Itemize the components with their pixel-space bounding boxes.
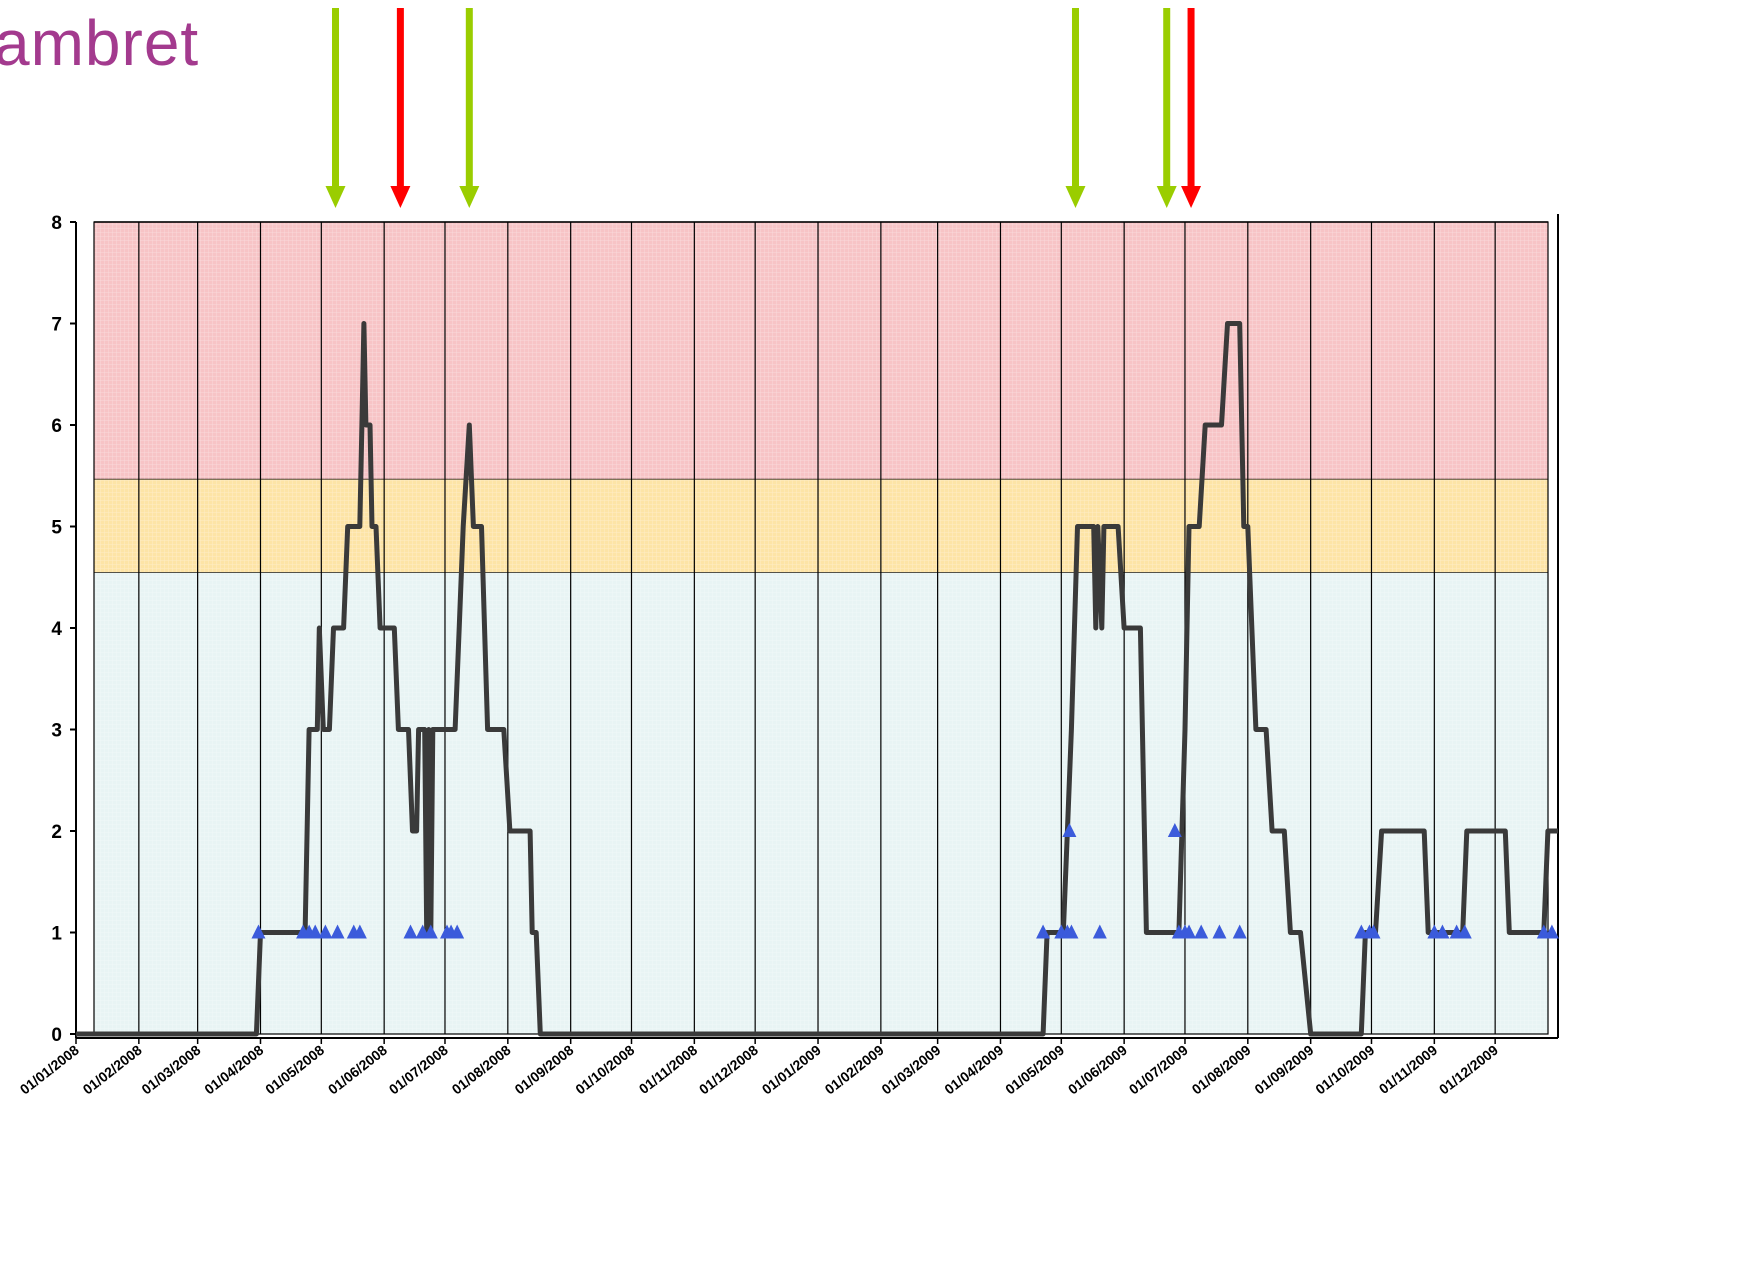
x-tick-label: 01/01/2009 — [759, 1042, 824, 1098]
x-tick-label: 01/08/2009 — [1189, 1042, 1254, 1098]
x-tick-label: 01/09/2008 — [511, 1042, 576, 1098]
event-arrow-head — [1181, 186, 1202, 208]
x-tick-label: 01/12/2008 — [696, 1042, 761, 1098]
x-tick-label: 01/02/2008 — [80, 1042, 145, 1098]
y-tick-label: 6 — [51, 416, 62, 437]
triangle-marker — [1544, 924, 1559, 939]
x-tick-label: 01/09/2009 — [1251, 1042, 1316, 1098]
triangle-marker — [1092, 924, 1107, 939]
x-tick-label: 01/05/2009 — [1002, 1042, 1067, 1098]
event-arrow-shaft — [465, 8, 473, 186]
y-tick-label: 2 — [51, 822, 62, 843]
x-tick-label: 01/05/2008 — [262, 1042, 327, 1098]
series-lines — [76, 321, 1558, 1037]
triangle-marker — [308, 924, 323, 939]
triangle-marker — [403, 924, 418, 939]
x-tick-label: 01/12/2009 — [1436, 1042, 1501, 1098]
x-tick-labels: 01/01/200801/02/200801/03/200801/04/2008… — [17, 1042, 1501, 1098]
axes — [70, 214, 1559, 1044]
x-tick-label: 01/10/2008 — [572, 1042, 637, 1098]
x-tick-label: 01/11/2009 — [1376, 1042, 1441, 1097]
event-arrow-shaft — [1071, 8, 1079, 186]
x-tick-label: 01/11/2008 — [636, 1042, 701, 1097]
triangle-marker — [1194, 924, 1209, 939]
triangle-marker — [1435, 924, 1450, 939]
triangle-marker — [1064, 924, 1079, 939]
y-tick-label: 4 — [51, 619, 62, 640]
triangle-marker — [450, 924, 465, 939]
grid-lines — [138, 222, 1496, 1034]
x-tick-label: 01/10/2009 — [1312, 1042, 1377, 1098]
triangle-marker — [1232, 924, 1247, 939]
triangle-marker — [1167, 823, 1182, 837]
y-tick-label: 8 — [51, 213, 62, 234]
zone-band-texture — [94, 478, 1548, 573]
y-tick-label: 3 — [51, 721, 62, 742]
triangle-marker — [352, 924, 367, 939]
logo-text: ambret — [0, 7, 200, 79]
x-tick-label: 01/01/2008 — [17, 1042, 82, 1098]
y-tick-label: 1 — [51, 924, 62, 945]
triangle-marker — [1036, 924, 1051, 939]
triangle-marker — [318, 924, 333, 939]
event-arrow-head — [325, 186, 346, 208]
x-tick-label: 01/06/2009 — [1065, 1042, 1130, 1098]
x-tick-label: 01/06/2008 — [325, 1042, 390, 1098]
zone-band-texture — [94, 572, 1548, 1034]
triangle-marker — [1457, 924, 1472, 939]
event-arrow-shaft — [1187, 8, 1195, 186]
triangle-marker — [1182, 924, 1197, 939]
y-tick-label: 5 — [51, 518, 62, 539]
x-tick-label: 01/02/2009 — [822, 1042, 887, 1098]
triangle-marker — [423, 924, 438, 939]
x-tick-label: 01/04/2009 — [941, 1042, 1006, 1098]
event-arrow-head — [459, 186, 480, 208]
event-arrow-head — [390, 186, 411, 208]
zone-bands — [93, 221, 1549, 1035]
x-tick-label: 01/04/2008 — [201, 1042, 266, 1098]
series-line — [76, 321, 1558, 1037]
event-arrow-shaft — [396, 8, 404, 186]
y-tick-labels: 0 1 2 3 4 5 6 7 8 — [51, 213, 62, 1046]
event-arrows — [325, 8, 1202, 208]
event-arrow-shaft — [332, 8, 340, 186]
triangle-marker — [330, 924, 345, 939]
y-tick-label: 0 — [51, 1025, 62, 1046]
y-tick-label: 7 — [51, 315, 62, 336]
zone-band-texture — [94, 222, 1548, 479]
x-tick-label: 01/07/2009 — [1126, 1042, 1191, 1098]
x-tick-label: 01/03/2008 — [138, 1042, 203, 1098]
x-tick-label: 01/07/2008 — [386, 1042, 451, 1098]
triangle-marker — [251, 924, 266, 939]
triangle-marker — [1062, 823, 1077, 837]
event-arrow-head — [1065, 186, 1086, 208]
event-arrow-head — [1156, 186, 1177, 208]
x-tick-label: 01/03/2009 — [878, 1042, 943, 1098]
triangle-markers — [251, 823, 1559, 939]
triangle-marker — [1212, 924, 1227, 939]
x-tick-label: 01/08/2008 — [449, 1042, 514, 1098]
event-arrow-shaft — [1163, 8, 1171, 186]
triangle-marker — [1366, 924, 1381, 939]
